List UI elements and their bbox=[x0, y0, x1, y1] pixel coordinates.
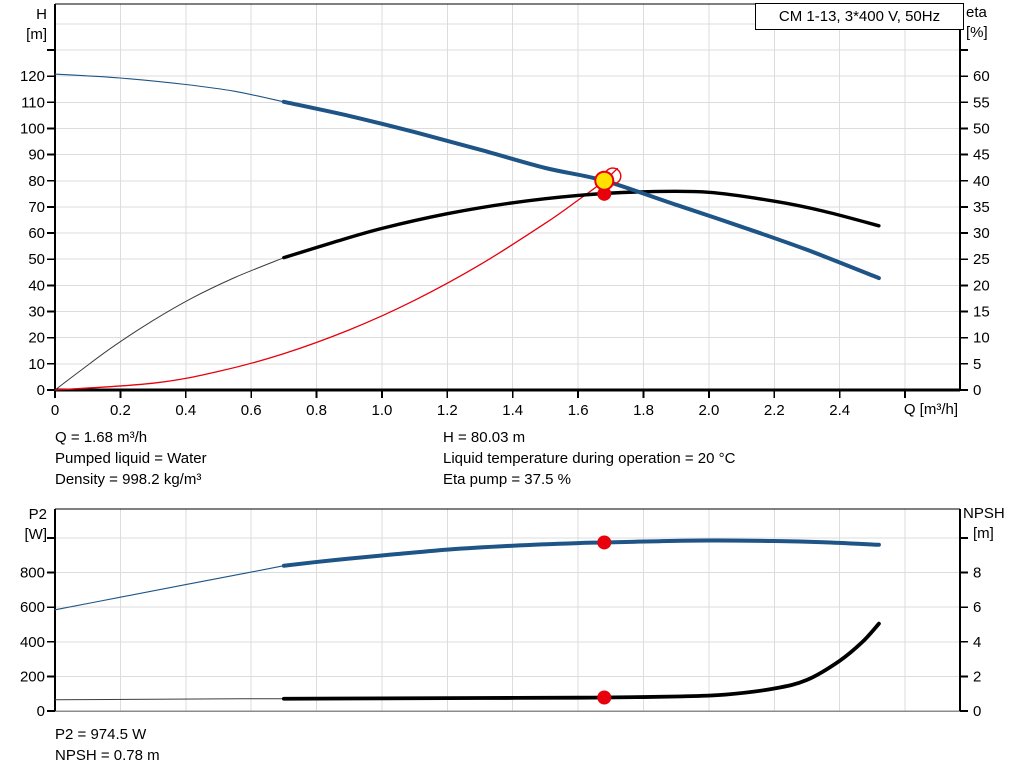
pump-model-badge: CM 1-13, 3*400 V, 50Hz bbox=[755, 3, 964, 30]
npsh-axis-name: NPSH bbox=[963, 505, 1005, 522]
right-tick-label: 0 bbox=[973, 703, 981, 720]
left-tick-label: 10 bbox=[28, 356, 45, 373]
p2-axis-unit: [W] bbox=[24, 526, 48, 543]
h-axis-label: H [m] bbox=[0, 5, 47, 45]
left-tick-label: 80 bbox=[28, 173, 45, 190]
readout-h: H = 80.03 m bbox=[443, 429, 526, 446]
right-tick-label: 55 bbox=[973, 94, 990, 111]
duty-point-qh[interactable] bbox=[594, 170, 615, 191]
h-axis-name: H bbox=[36, 6, 47, 23]
left-tick-label: 90 bbox=[28, 147, 45, 164]
right-tick-label: 5 bbox=[973, 356, 981, 373]
npsh-axis-label: NPSH [m] bbox=[963, 504, 1005, 544]
p2-npsh-chart-frame bbox=[54, 508, 961, 712]
p2-npsh-chart-tick-labels: 0 200 400 600 800 0 2 4 6 8 bbox=[20, 565, 981, 720]
x-tick-label: 0.2 bbox=[110, 402, 131, 419]
p2-curve bbox=[281, 538, 881, 568]
eta-axis-unit: [%] bbox=[966, 24, 988, 41]
right-tick-label: 40 bbox=[973, 173, 990, 190]
x-tick-label: 2.2 bbox=[764, 402, 785, 419]
right-tick-label: 30 bbox=[973, 225, 990, 242]
x-tick-label: 0.4 bbox=[175, 402, 196, 419]
hq-eta-chart: 0 10 20 30 40 50 60 70 80 90 100 110 120 0 5 10 15 20 25 30… bbox=[20, 3, 990, 419]
eta-curve-thin bbox=[54, 257, 285, 391]
x-tick-label: 1.2 bbox=[437, 402, 458, 419]
npsh-axis-unit: [m] bbox=[973, 525, 994, 542]
left-tick-label: 20 bbox=[28, 330, 45, 347]
q-axis-label: Q [m³/h] bbox=[903, 401, 958, 418]
right-tick-label: 50 bbox=[973, 120, 990, 137]
duty-point-eta bbox=[597, 186, 612, 201]
right-tick-label: 45 bbox=[973, 147, 990, 164]
readout-pumped-liquid: Pumped liquid = Water bbox=[55, 450, 207, 467]
readout-density: Density = 998.2 kg/m³ bbox=[55, 471, 202, 488]
right-tick-label: 15 bbox=[973, 304, 990, 321]
left-tick-label: 100 bbox=[20, 120, 45, 137]
hq-eta-chart-tick-labels: 0 10 20 30 40 50 60 70 80 90 100 110 120 0 5 10 15 20 25 30… bbox=[20, 68, 990, 419]
pump-curve bbox=[281, 99, 881, 281]
right-tick-label: 8 bbox=[973, 565, 981, 582]
left-tick-label: 40 bbox=[28, 277, 45, 294]
p2-npsh-chart: 0 200 400 600 800 0 2 4 6 8 bbox=[20, 508, 981, 720]
left-tick-label: 800 bbox=[20, 565, 45, 582]
eta-axis-name: eta bbox=[966, 4, 987, 21]
left-tick-label: 600 bbox=[20, 599, 45, 616]
right-tick-label: 10 bbox=[973, 330, 990, 347]
right-tick-label: 25 bbox=[973, 251, 990, 268]
x-tick-label: 0.8 bbox=[306, 402, 327, 419]
eta-axis-label: eta [%] bbox=[966, 3, 988, 43]
readout-eta-pump: Eta pump = 37.5 % bbox=[443, 471, 571, 488]
left-tick-label: 400 bbox=[20, 634, 45, 651]
duty-readout-right: H = 80.03 m Liquid temperature during op… bbox=[443, 427, 735, 490]
h-axis-unit: [m] bbox=[26, 26, 47, 43]
power-npsh-readout: P2 = 974.5 W NPSH = 0.78 m bbox=[55, 724, 160, 766]
p2-axis-name: P2 bbox=[28, 506, 47, 523]
left-tick-label: 0 bbox=[37, 703, 45, 720]
left-tick-label: 120 bbox=[20, 68, 45, 85]
right-tick-label: 6 bbox=[973, 599, 981, 616]
left-tick-label: 200 bbox=[20, 668, 45, 685]
p2-npsh-chart-ticks bbox=[47, 537, 968, 712]
right-tick-label: 0 bbox=[973, 382, 981, 399]
readout-liquid-temperature: Liquid temperature during operation = 20… bbox=[443, 450, 736, 467]
x-tick-label: 0.6 bbox=[241, 402, 262, 419]
x-tick-label: 1.4 bbox=[502, 402, 523, 419]
p2-axis-label: P2 [W] bbox=[0, 505, 48, 545]
x-tick-label: 0 bbox=[51, 402, 59, 419]
pump-curve-thin bbox=[54, 73, 285, 103]
readout-npsh: NPSH = 0.78 m bbox=[55, 747, 160, 764]
x-tick-label: 2.4 bbox=[829, 402, 850, 419]
x-tick-label: 2.0 bbox=[698, 402, 719, 419]
left-tick-label: 50 bbox=[28, 251, 45, 268]
left-tick-label: 110 bbox=[21, 94, 45, 111]
right-tick-label: 20 bbox=[973, 277, 990, 294]
right-tick-label: 35 bbox=[973, 199, 990, 216]
x-tick-label: 1.6 bbox=[568, 402, 589, 419]
npsh-curve bbox=[281, 621, 881, 701]
p2-curve-thin bbox=[54, 565, 285, 611]
left-tick-label: 70 bbox=[28, 199, 45, 216]
duty-point-npsh bbox=[597, 690, 612, 705]
left-tick-label: 60 bbox=[28, 225, 45, 242]
x-tick-label: 1.8 bbox=[633, 402, 654, 419]
hq-eta-chart-ticks bbox=[47, 49, 968, 398]
right-tick-label: 4 bbox=[973, 634, 981, 651]
eta-curve bbox=[282, 189, 881, 260]
duty-point-p2 bbox=[597, 535, 612, 550]
readout-q: Q = 1.68 m³/h bbox=[55, 429, 148, 446]
hq-eta-chart-grid bbox=[55, 4, 960, 390]
hq-eta-chart-frame bbox=[54, 3, 961, 392]
readout-p2: P2 = 974.5 W bbox=[55, 726, 147, 743]
left-tick-label: 0 bbox=[37, 382, 45, 399]
left-tick-label: 30 bbox=[28, 304, 45, 321]
duty-readout-left: Q = 1.68 m³/h Pumped liquid = Water Dens… bbox=[55, 427, 207, 490]
right-tick-label: 2 bbox=[973, 668, 981, 685]
system-curve bbox=[54, 167, 619, 391]
p2-npsh-chart-grid bbox=[55, 509, 960, 711]
x-tick-label: 1.0 bbox=[372, 402, 393, 419]
right-tick-label: 60 bbox=[973, 68, 990, 85]
npsh-curve-thin bbox=[54, 698, 285, 701]
